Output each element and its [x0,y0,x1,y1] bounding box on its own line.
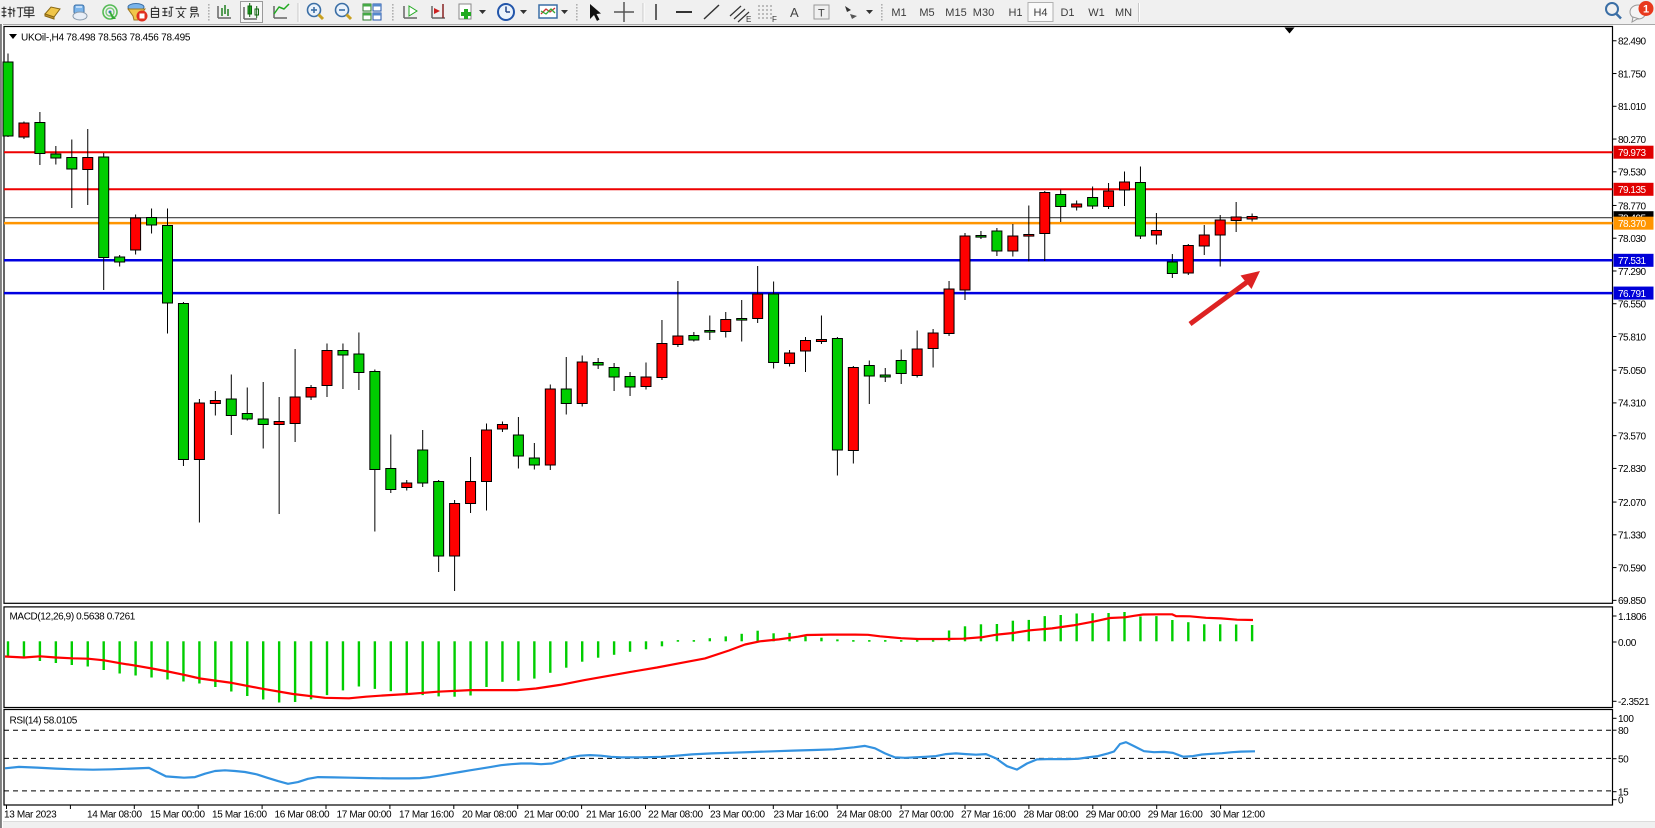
svg-text:80.270: 80.270 [1618,135,1647,146]
svg-text:15: 15 [1618,788,1629,799]
svg-text:0.00: 0.00 [1618,638,1637,649]
svg-text:E: E [746,15,751,24]
svg-text:74.310: 74.310 [1618,399,1647,410]
svg-text:81.010: 81.010 [1618,102,1647,113]
svg-text:80: 80 [1618,726,1629,737]
svg-text:70.590: 70.590 [1618,563,1647,574]
svg-text:D1: D1 [1060,7,1074,19]
svg-text:22 Mar 08:00: 22 Mar 08:00 [648,810,704,821]
svg-text:79.135: 79.135 [1618,185,1647,196]
svg-text:17 Mar 16:00: 17 Mar 16:00 [399,810,455,821]
svg-text:M15: M15 [945,7,966,19]
svg-text:MN: MN [1115,7,1132,19]
svg-text:29 Mar 16:00: 29 Mar 16:00 [1148,810,1204,821]
svg-text:14 Mar 08:00: 14 Mar 08:00 [87,810,143,821]
svg-text:24 Mar 08:00: 24 Mar 08:00 [837,810,893,821]
svg-text:M5: M5 [919,7,934,19]
svg-text:MACD(12,26,9) 0.5638 0.7261: MACD(12,26,9) 0.5638 0.7261 [10,611,136,622]
svg-text:23 Mar 16:00: 23 Mar 16:00 [774,810,830,821]
svg-text:79.973: 79.973 [1618,148,1647,159]
svg-text:50: 50 [1618,755,1629,766]
svg-text:17 Mar 00:00: 17 Mar 00:00 [337,810,393,821]
svg-text:76.550: 76.550 [1618,300,1647,311]
svg-text:27 Mar 16:00: 27 Mar 16:00 [961,810,1017,821]
svg-text:16 Mar 08:00: 16 Mar 08:00 [275,810,331,821]
svg-text:73.570: 73.570 [1618,431,1647,442]
svg-text:21 Mar 00:00: 21 Mar 00:00 [524,810,580,821]
svg-text:13 Mar 2023: 13 Mar 2023 [4,810,57,821]
svg-text:H4: H4 [1033,7,1047,19]
svg-text:72.830: 72.830 [1618,464,1647,475]
svg-text:81.750: 81.750 [1618,69,1647,80]
svg-text:69.850: 69.850 [1618,596,1647,607]
svg-text:77.531: 77.531 [1618,256,1647,267]
svg-text:82.490: 82.490 [1618,37,1647,48]
svg-text:30 Mar 12:00: 30 Mar 12:00 [1210,810,1266,821]
svg-text:21 Mar 16:00: 21 Mar 16:00 [586,810,642,821]
svg-text:RSI(14) 58.0105: RSI(14) 58.0105 [10,715,78,726]
svg-text:29 Mar 00:00: 29 Mar 00:00 [1086,810,1142,821]
svg-text:27 Mar 00:00: 27 Mar 00:00 [899,810,955,821]
svg-text:15 Mar 00:00: 15 Mar 00:00 [150,810,206,821]
svg-text:71.330: 71.330 [1618,531,1647,542]
svg-text:23 Mar 00:00: 23 Mar 00:00 [710,810,766,821]
svg-text:75.050: 75.050 [1618,366,1647,377]
svg-text:T: T [818,8,825,20]
svg-text:W1: W1 [1088,7,1105,19]
svg-text:1.1806: 1.1806 [1618,612,1647,623]
svg-text:15 Mar 16:00: 15 Mar 16:00 [212,810,268,821]
svg-text:72.070: 72.070 [1618,498,1647,509]
svg-text:76.791: 76.791 [1618,289,1647,300]
svg-text:78.370: 78.370 [1618,219,1647,230]
svg-text:M1: M1 [891,7,906,19]
svg-text:1: 1 [1643,4,1649,16]
svg-text:78.770: 78.770 [1618,201,1647,212]
svg-text:0: 0 [1618,796,1624,807]
svg-text:100: 100 [1618,714,1634,725]
svg-text:20 Mar 08:00: 20 Mar 08:00 [462,810,518,821]
svg-text:UKOil-,H4 78.498 78.563 78.45: UKOil-,H4 78.498 78.563 78.456 78.495 [21,32,191,43]
svg-text:77.290: 77.290 [1618,267,1647,278]
svg-text:28 Mar 08:00: 28 Mar 08:00 [1024,810,1080,821]
svg-text:75.810: 75.810 [1618,332,1647,343]
svg-text:M30: M30 [973,7,994,19]
svg-text:F: F [772,15,777,24]
svg-text:H1: H1 [1008,7,1022,19]
svg-text:78.030: 78.030 [1618,234,1647,245]
svg-text:A: A [790,5,799,20]
svg-text:-2.3521: -2.3521 [1618,697,1650,708]
svg-text:79.530: 79.530 [1618,168,1647,179]
